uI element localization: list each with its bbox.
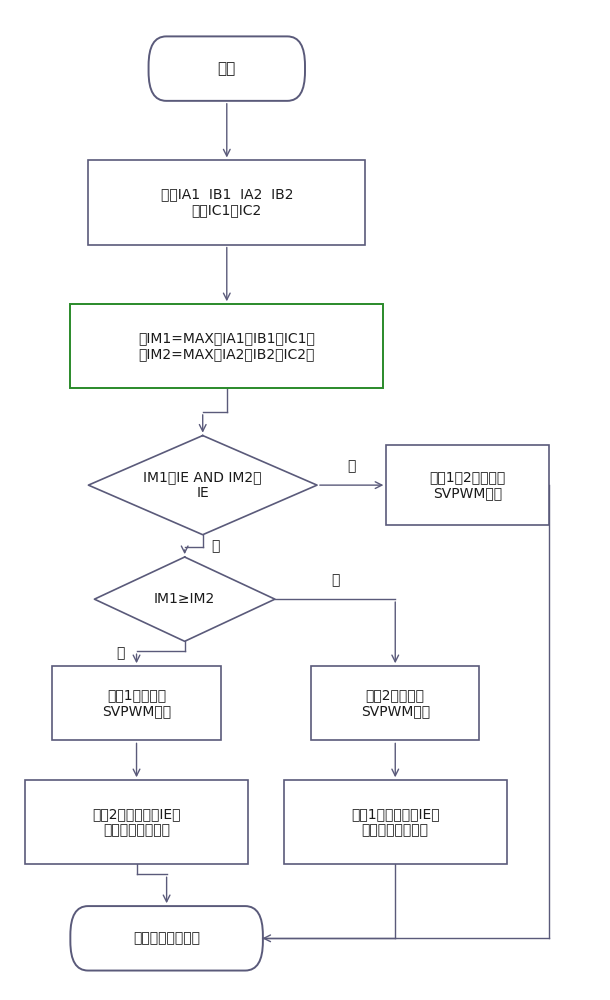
Text: 电机1占空比根据IE及
反电动势缩比输出: 电机1占空比根据IE及 反电动势缩比输出: [351, 807, 440, 837]
Text: 取IM1=MAX（IA1、IB1、IC1）
取IM2=MAX（IA2、IB2、IC2）: 取IM1=MAX（IA1、IB1、IC1） 取IM2=MAX（IA2、IB2、I…: [138, 331, 315, 361]
Text: IM1＞IE AND IM2＞
IE: IM1＞IE AND IM2＞ IE: [143, 470, 262, 500]
Bar: [52, 666, 221, 740]
Text: 否: 否: [331, 573, 339, 587]
Text: 电机1占空比按
SVPWM输出: 电机1占空比按 SVPWM输出: [102, 688, 171, 718]
Text: IM1≥IM2: IM1≥IM2: [154, 592, 215, 606]
Text: 电机1、2占空比按
SVPWM输出: 电机1、2占空比按 SVPWM输出: [429, 470, 506, 500]
Text: 进入: 进入: [218, 61, 236, 76]
Bar: [386, 445, 548, 525]
Text: 电机2占空比根据IE及
反电动势缩比输出: 电机2占空比根据IE及 反电动势缩比输出: [92, 807, 181, 837]
Text: 给出电机相应电流: 给出电机相应电流: [133, 931, 200, 945]
FancyBboxPatch shape: [149, 36, 305, 101]
Text: 否: 否: [348, 459, 356, 473]
Text: 是: 是: [212, 539, 220, 553]
FancyBboxPatch shape: [70, 906, 263, 971]
Bar: [25, 780, 248, 864]
Bar: [311, 666, 479, 740]
Bar: [88, 160, 365, 245]
Text: 是: 是: [116, 646, 124, 660]
Bar: [70, 304, 383, 388]
Bar: [284, 780, 506, 864]
Text: 电机2占空比按
SVPWM输出: 电机2占空比按 SVPWM输出: [361, 688, 430, 718]
Text: 采集IA1  IB1  IA2  IB2
计算IC1、IC2: 采集IA1 IB1 IA2 IB2 计算IC1、IC2: [160, 187, 293, 218]
